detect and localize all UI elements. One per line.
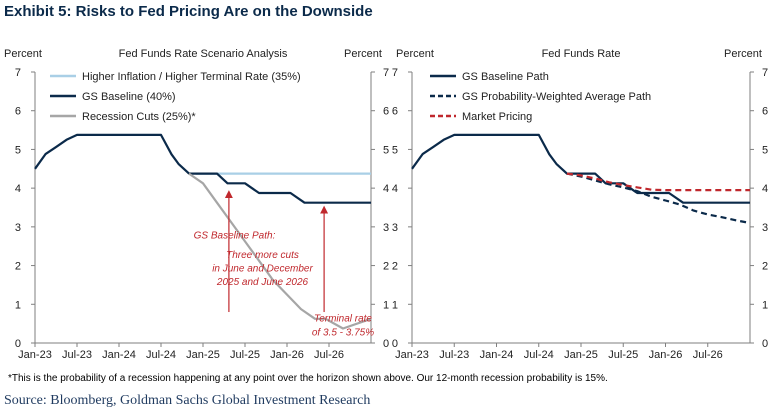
legend-entry: GS Baseline (40%) [82, 91, 176, 103]
left-axis-label: Percent [4, 48, 42, 60]
y-tick-label-right: 5 [383, 144, 389, 156]
x-tick-label: Jul-25 [230, 349, 260, 361]
left-axis-label: Percent [396, 48, 434, 60]
y-tick-label-right: 4 [383, 183, 389, 195]
y-tick-label-right: 4 [762, 183, 768, 195]
x-tick-label: Jul-23 [439, 349, 469, 361]
right-axis-label: Percent [344, 48, 382, 60]
legend-entry: Recession Cuts (25%)* [82, 111, 196, 123]
y-tick-label-right: 5 [762, 144, 768, 156]
chart-panel-scenario: Fed Funds Rate Scenario Analysis Percent P… [4, 48, 389, 361]
x-tick-label: Jan-26 [649, 349, 683, 361]
x-tick-label: Jul-25 [608, 349, 638, 361]
series-line-1 [566, 172, 751, 225]
legend-entry: Market Pricing [462, 111, 532, 123]
y-tick-label-left: 0 [392, 338, 398, 350]
x-tick-label: Jul-26 [693, 349, 723, 361]
footnote: *This is the probability of a recession … [8, 373, 608, 384]
annotation-text: 2025 and June 2026 [216, 277, 309, 288]
y-tick-label-left: 7 [15, 67, 21, 79]
y-tick-label-right: 2 [762, 261, 768, 273]
x-tick-label: Jan-25 [186, 349, 220, 361]
chart-title: Fed Funds Rate Scenario Analysis [119, 48, 288, 60]
x-tick-label: Jul-24 [524, 349, 554, 361]
series-line-1 [34, 133, 371, 204]
exhibit-title: Exhibit 5: Risks to Fed Pricing Are on t… [4, 3, 373, 20]
y-tick-label-right: 1 [383, 299, 389, 311]
y-tick-label-left: 3 [15, 222, 21, 234]
y-tick-label-left: 7 [392, 67, 398, 79]
y-tick-label-left: 2 [15, 261, 21, 273]
y-tick-label-left: 6 [15, 106, 21, 118]
annotation-text: in June and December [212, 263, 313, 274]
annotation-text: GS Baseline Path: [194, 230, 276, 241]
y-tick-label-right: 6 [762, 106, 768, 118]
x-tick-label: Jan-24 [102, 349, 136, 361]
series-line-0 [411, 133, 750, 204]
y-tick-label-right: 7 [762, 67, 768, 79]
chart-panel-fed-funds: Fed Funds Rate Percent Percent 0 0 1 1 2 2 3 3 4 4 5 5… [392, 48, 768, 361]
y-tick-label-right: 1 [762, 299, 768, 311]
y-tick-label-left: 4 [15, 183, 21, 195]
chart-title: Fed Funds Rate [542, 48, 621, 60]
y-tick-label-left: 5 [15, 144, 21, 156]
y-tick-label-right: 3 [762, 222, 768, 234]
x-tick-label: Jul-24 [146, 349, 176, 361]
y-tick-label-right: 7 [383, 67, 389, 79]
x-tick-label: Jan-24 [480, 349, 514, 361]
y-tick-label-left: 6 [392, 106, 398, 118]
legend-entry: Higher Inflation / Higher Terminal Rate … [82, 71, 301, 83]
series-line-2 [188, 172, 372, 330]
y-tick-label-left: 5 [392, 144, 398, 156]
y-tick-label-left: 1 [392, 299, 398, 311]
source-line: Source: Bloomberg, Goldman Sachs Global … [4, 393, 371, 408]
y-tick-label-left: 0 [15, 338, 21, 350]
annotation-text: Three more cuts [226, 250, 299, 261]
legend-entry: GS Baseline Path [462, 71, 549, 83]
right-axis-label: Percent [724, 48, 762, 60]
legend-entry: GS Probability-Weighted Average Path [462, 91, 651, 103]
y-tick-label-left: 3 [392, 222, 398, 234]
y-tick-label-right: 6 [383, 106, 389, 118]
series-line-2 [566, 172, 750, 192]
x-tick-label: Jul-23 [62, 349, 92, 361]
y-tick-label-right: 3 [383, 222, 389, 234]
y-tick-label-left: 4 [392, 183, 398, 195]
annotation-text: Terminal rate [314, 314, 372, 325]
x-tick-label: Jan-26 [270, 349, 304, 361]
x-tick-label: Jan-25 [564, 349, 598, 361]
x-tick-label: Jan-23 [395, 349, 429, 361]
y-tick-label-left: 1 [15, 299, 21, 311]
y-tick-label-right: 0 [383, 338, 389, 350]
y-tick-label-right: 2 [383, 261, 389, 273]
y-tick-label-left: 2 [392, 261, 398, 273]
y-tick-label-right: 0 [762, 338, 768, 350]
annotation-text: of 3.5 - 3.75% [312, 327, 374, 338]
x-tick-label: Jul-26 [314, 349, 344, 361]
x-tick-label: Jan-23 [18, 349, 52, 361]
